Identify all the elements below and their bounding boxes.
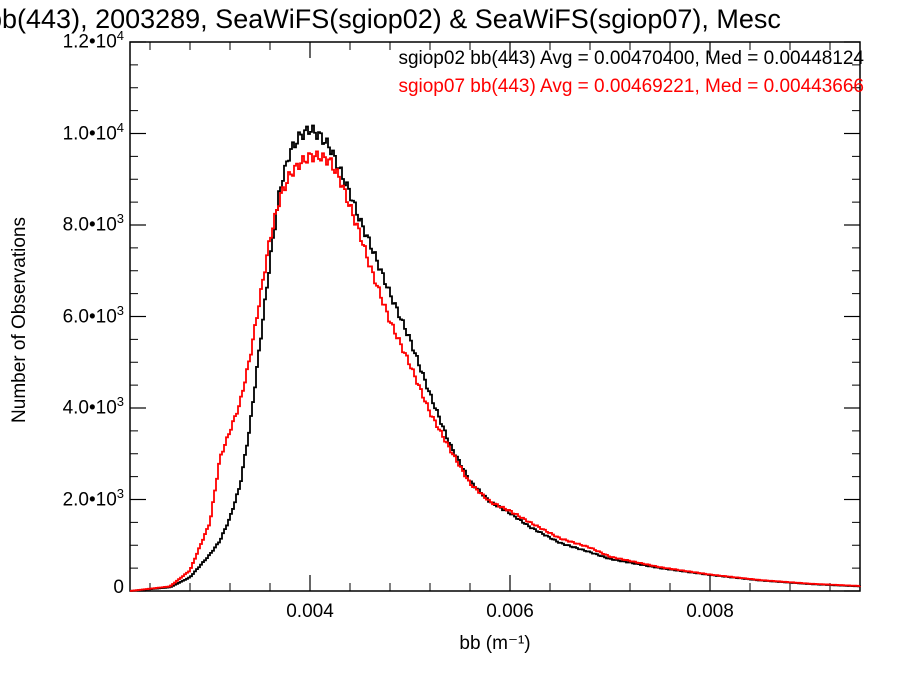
y-tick-label: 4.0•103: [62, 394, 124, 419]
y-tick-label: 1.2•104: [62, 28, 124, 53]
series-line-sgiop02: [130, 124, 861, 592]
y-tick-label: 0: [113, 577, 124, 598]
x-axis-label: bb (m⁻¹): [459, 633, 531, 654]
y-tick-label: 1.0•104: [62, 119, 124, 144]
legend-label-sgiop02: sgiop02 bb(443) Avg = 0.00470400, Med = …: [398, 48, 864, 69]
series-line-sgiop07: [130, 150, 861, 592]
chart-title: bb(443), 2003289, SeaWiFS(sgiop02) & Sea…: [0, 4, 781, 34]
y-tick-label: 6.0•103: [62, 302, 124, 327]
plot-frame: [129, 41, 861, 592]
legend-entry-sgiop07: sgiop07 bb(443) Avg = 0.00469221, Med = …: [398, 76, 864, 98]
x-tick-label: 0.006: [486, 601, 534, 622]
x-tick-label: 0.008: [686, 601, 734, 622]
y-tick-label: 2.0•103: [62, 485, 124, 510]
legend-entry-sgiop02: sgiop02 bb(443) Avg = 0.00470400, Med = …: [398, 48, 864, 70]
y-tick-label: 8.0•103: [62, 211, 124, 236]
legend-label-sgiop07: sgiop07 bb(443) Avg = 0.00469221, Med = …: [398, 76, 864, 97]
x-tick-label: 0.004: [286, 601, 334, 622]
